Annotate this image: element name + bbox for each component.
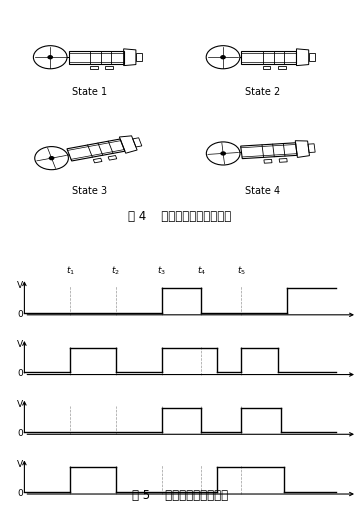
Text: State 2: State 2 [245, 87, 280, 97]
Text: 0: 0 [17, 310, 23, 319]
Text: $t_2$: $t_2$ [112, 265, 120, 277]
Text: 图 4    机器人转弯行进原理图: 图 4 机器人转弯行进原理图 [129, 210, 231, 224]
Circle shape [221, 56, 225, 59]
Text: V: V [17, 281, 23, 289]
Text: 0: 0 [17, 369, 23, 379]
Text: 0: 0 [17, 489, 23, 498]
Circle shape [49, 157, 54, 160]
Text: $t_1$: $t_1$ [66, 265, 75, 277]
Text: State 4: State 4 [245, 185, 280, 196]
Circle shape [48, 56, 52, 59]
Text: 0: 0 [17, 429, 23, 438]
Text: V: V [17, 400, 23, 409]
Text: 图 5    控制时序信号（二）: 图 5 控制时序信号（二） [132, 489, 228, 502]
Text: V: V [17, 340, 23, 349]
Text: $t_5$: $t_5$ [237, 265, 246, 277]
Circle shape [221, 152, 225, 155]
Text: $t_4$: $t_4$ [197, 265, 206, 277]
Text: State 1: State 1 [72, 87, 108, 97]
Text: V: V [17, 460, 23, 469]
Text: State 3: State 3 [72, 185, 108, 196]
Text: $t_3$: $t_3$ [157, 265, 166, 277]
